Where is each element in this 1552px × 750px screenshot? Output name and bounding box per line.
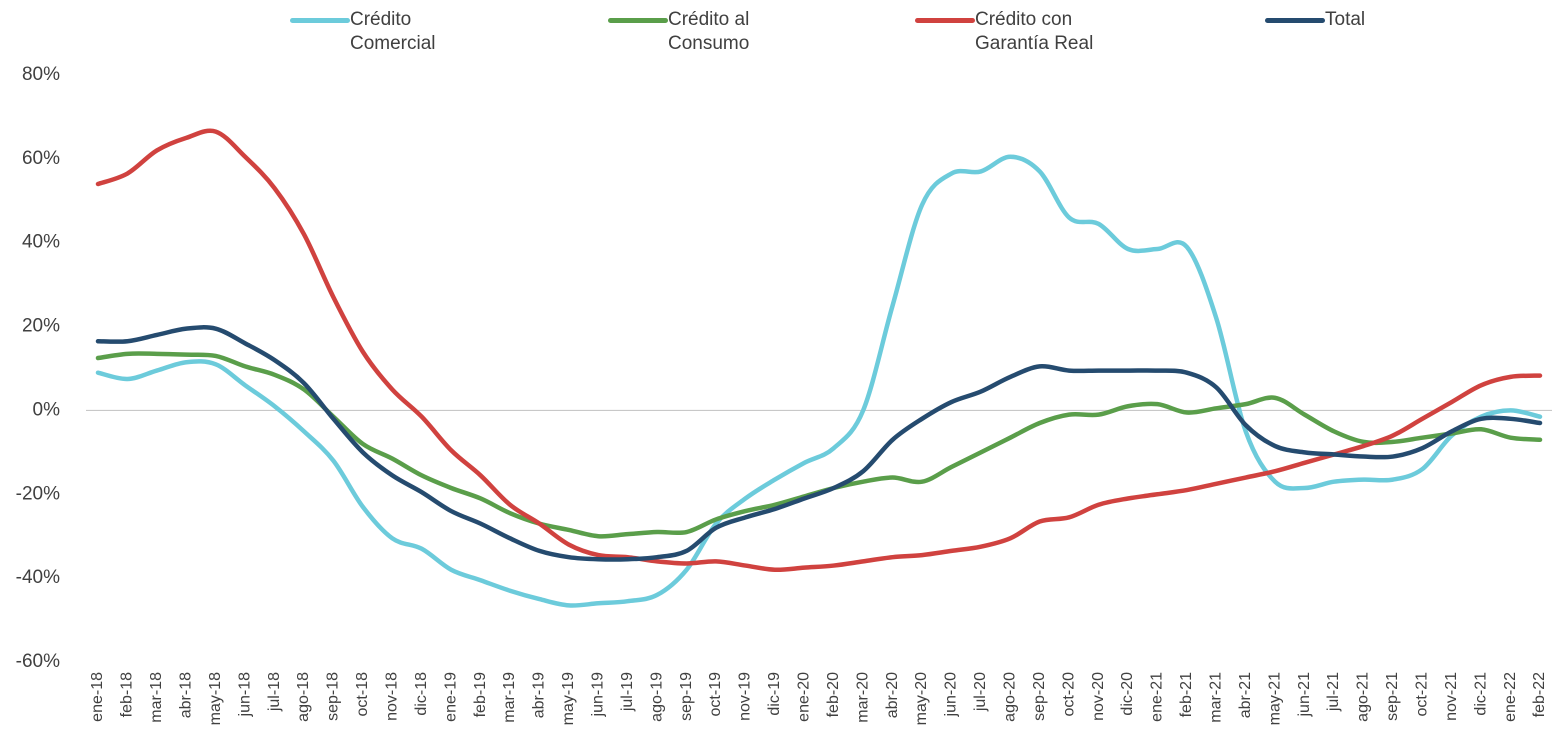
x-tick-label: jul-20 <box>972 672 989 712</box>
x-tick-label: feb-20 <box>825 672 842 717</box>
x-tick-label: feb-22 <box>1531 672 1548 717</box>
y-tick-label: 40% <box>22 232 60 253</box>
x-tick-label: ene-18 <box>89 672 106 722</box>
y-tick-label: 80% <box>22 64 60 85</box>
x-tick-label: sep-19 <box>678 672 695 721</box>
series-line <box>95 128 1543 573</box>
x-tick-label: may-20 <box>913 672 930 725</box>
x-tick-label: abr-18 <box>178 672 195 718</box>
legend-swatch <box>290 18 350 23</box>
y-tick-label: 0% <box>33 399 61 420</box>
x-tick-label: jun-21 <box>1296 672 1313 718</box>
x-tick-label: dic-19 <box>766 672 783 716</box>
x-tick-label: feb-19 <box>472 672 489 717</box>
x-tick-label: ago-18 <box>295 672 312 722</box>
legend-label: Crédito al Consumo <box>668 9 750 54</box>
x-tick-label: mar-20 <box>854 672 871 723</box>
x-tick-label: may-21 <box>1266 672 1283 725</box>
x-tick-label: abr-20 <box>884 672 901 718</box>
x-tick-label: nov-18 <box>384 672 401 721</box>
legend-item: Crédito Comercial <box>290 8 460 56</box>
x-tick-label: ene-22 <box>1502 672 1519 722</box>
legend-label: Total <box>1325 9 1366 30</box>
x-tick-label: jul-21 <box>1325 672 1342 712</box>
series-line <box>95 325 1543 562</box>
x-tick-label: oct-21 <box>1414 672 1431 717</box>
x-tick-label: jun-18 <box>236 672 253 718</box>
x-tick-label: ene-21 <box>1149 672 1166 722</box>
x-tick-label: dic-20 <box>1119 672 1136 716</box>
x-tick-label: feb-18 <box>119 672 136 717</box>
x-tick-label: may-18 <box>207 672 224 725</box>
legend-swatch <box>1265 18 1325 23</box>
x-tick-label: jun-20 <box>943 672 960 718</box>
x-tick-label: ene-20 <box>796 672 813 722</box>
x-tick-label: jul-19 <box>619 672 636 712</box>
x-tick-label: feb-21 <box>1178 672 1195 717</box>
legend-item: Crédito con Garantía Real <box>915 8 1115 56</box>
y-tick-label: -40% <box>16 567 60 588</box>
x-tick-label: oct-20 <box>1060 672 1077 717</box>
x-tick-label: ago-21 <box>1355 672 1372 722</box>
y-tick-label: -20% <box>16 483 60 504</box>
legend: Crédito Comercial Crédito al Consumo Crédi… <box>0 8 1552 68</box>
legend-label: Crédito Comercial <box>350 9 436 54</box>
y-tick-label: 20% <box>22 316 60 337</box>
legend-item: Crédito al Consumo <box>608 8 768 56</box>
x-tick-label: nov-21 <box>1443 672 1460 721</box>
series-line <box>95 154 1543 608</box>
x-tick-label: ago-19 <box>648 672 665 722</box>
x-tick-label: sep-18 <box>325 672 342 721</box>
x-tick-label: mar-18 <box>148 672 165 723</box>
legend-item: Total <box>1265 8 1425 32</box>
x-tick-label: nov-20 <box>1090 672 1107 721</box>
x-tick-label: dic-18 <box>413 672 430 716</box>
x-tick-label: abr-19 <box>531 672 548 718</box>
x-tick-label: sep-20 <box>1031 672 1048 721</box>
y-tick-label: 60% <box>22 148 60 169</box>
x-tick-label: ago-20 <box>1002 672 1019 722</box>
legend-swatch <box>915 18 975 23</box>
x-tick-label: abr-21 <box>1237 672 1254 718</box>
x-tick-label: dic-21 <box>1472 672 1489 716</box>
x-tick-label: jul-18 <box>266 672 283 712</box>
x-tick-label: jun-19 <box>590 672 607 718</box>
x-tick-label: mar-19 <box>501 672 518 723</box>
x-tick-label: ene-19 <box>442 672 459 722</box>
x-tick-label: may-19 <box>560 672 577 725</box>
x-tick-label: mar-21 <box>1208 672 1225 723</box>
x-tick-label: nov-19 <box>737 672 754 721</box>
series-line <box>95 351 1543 539</box>
x-tick-label: oct-18 <box>354 672 371 717</box>
x-tick-label: sep-21 <box>1384 672 1401 721</box>
legend-swatch <box>608 18 668 23</box>
x-tick-label: oct-19 <box>707 672 724 717</box>
legend-label: Crédito con Garantía Real <box>975 9 1094 54</box>
y-tick-label: -60% <box>16 651 60 672</box>
